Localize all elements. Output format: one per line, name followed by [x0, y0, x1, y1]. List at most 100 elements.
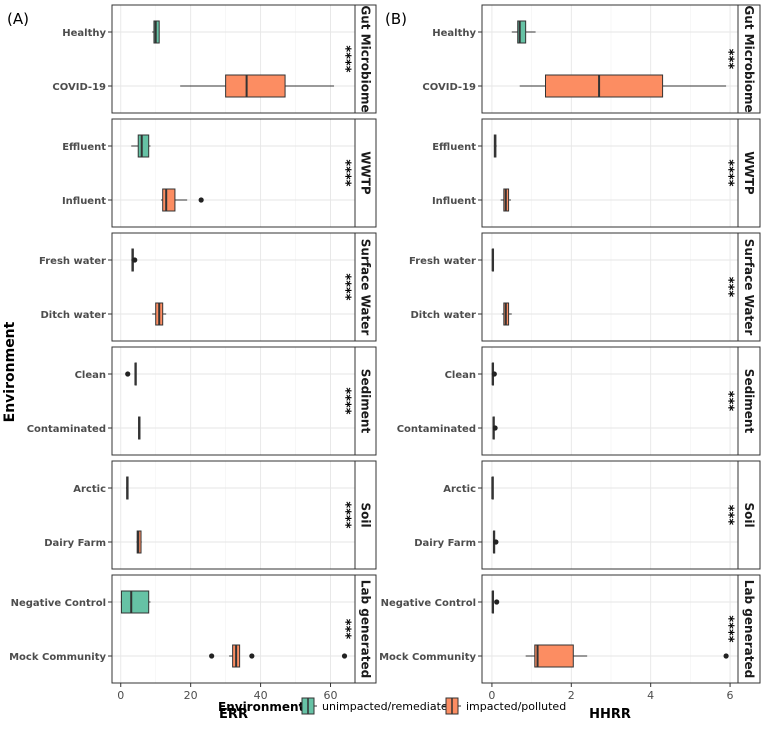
x-axis-title: ERR: [219, 707, 248, 722]
significance-stars: ***: [721, 505, 736, 526]
outlier-point: [723, 653, 729, 659]
significance-stars: ****: [338, 273, 353, 300]
facet-strip-label: Soil: [359, 502, 373, 527]
facet-background: [112, 233, 355, 341]
significance-stars: ****: [721, 159, 736, 186]
category-label: Effluent: [62, 142, 106, 153]
category-label: COVID-19: [422, 82, 476, 93]
x-tick-label: 60: [324, 689, 338, 702]
significance-stars: ****: [338, 387, 353, 414]
facet-strip: [737, 232, 761, 342]
facet-strip-label: Sediment: [742, 369, 756, 434]
facet-strip: [737, 118, 761, 228]
outlier-point: [492, 425, 498, 431]
facet-strip: [737, 460, 761, 570]
facet-strip-label: Sediment: [359, 369, 373, 434]
facet-background: [112, 461, 355, 569]
facet-strip-label: Surface Water: [742, 239, 756, 336]
significance-stars: ****: [721, 615, 736, 642]
x-tick-label: 0: [488, 689, 495, 702]
category-label: Negative Control: [381, 598, 476, 609]
category-label: Arctic: [73, 484, 106, 495]
category-label: Mock Community: [379, 652, 476, 663]
facet-strip: [354, 460, 377, 570]
outlier-point: [493, 539, 499, 545]
significance-stars: ****: [338, 45, 353, 72]
facet-strip-label: Gut Microbiome: [359, 5, 373, 112]
category-label: Fresh water: [409, 256, 476, 267]
outlier-point: [198, 197, 204, 203]
panel-label: (A): [7, 10, 29, 28]
legend-label: impacted/polluted: [466, 700, 566, 713]
facet-strip-label: Lab generated: [359, 580, 373, 678]
facet-strip-label: Lab generated: [742, 580, 756, 678]
category-label: Healthy: [432, 28, 476, 39]
category-label: Fresh water: [39, 256, 106, 267]
x-tick-label: 40: [254, 689, 268, 702]
category-label: Arctic: [443, 484, 476, 495]
facet-background: [482, 347, 738, 455]
x-tick-label: 2: [568, 689, 575, 702]
facet-strip: [737, 346, 761, 456]
x-tick-label: 6: [727, 689, 734, 702]
outlier-point: [249, 653, 255, 659]
category-label: Negative Control: [11, 598, 106, 609]
facet-strip: [354, 346, 377, 456]
panel-label: (B): [385, 10, 407, 28]
facet-strip: [354, 574, 377, 684]
facet-background: [112, 119, 355, 227]
x-axis-title: HHRR: [589, 707, 631, 722]
category-label: Healthy: [62, 28, 106, 39]
box-impacted: [225, 74, 286, 98]
significance-stars: ***: [721, 277, 736, 298]
facet-strip: [354, 118, 377, 228]
outlier-point: [341, 653, 348, 659]
category-label: Ditch water: [40, 310, 106, 321]
significance-stars: ****: [338, 159, 353, 186]
box-unimpacted: [137, 134, 150, 158]
category-label: Ditch water: [410, 310, 476, 321]
category-label: Effluent: [432, 142, 476, 153]
outlier-point: [209, 653, 215, 659]
box-unimpacted: [517, 20, 527, 44]
legend-label: unimpacted/remediated: [322, 700, 455, 713]
facet-strip-label: Soil: [742, 502, 756, 527]
facet-background: [112, 347, 355, 455]
facet-strip-label: WWTP: [359, 151, 373, 195]
outlier-point: [125, 371, 131, 377]
box-impacted: [162, 188, 176, 212]
facet-background: [482, 119, 738, 227]
outlier-point: [491, 371, 497, 377]
category-label: COVID-19: [52, 82, 106, 93]
facet-strip: [737, 574, 761, 684]
facet-strip: [354, 232, 377, 342]
box-unimpacted: [120, 590, 150, 614]
facet-background: [482, 233, 738, 341]
category-label: Dairy Farm: [44, 538, 106, 549]
category-label: Contaminated: [27, 424, 106, 435]
y-axis-title: Environment: [2, 321, 18, 422]
significance-stars: ***: [721, 49, 736, 70]
category-label: Mock Community: [9, 652, 106, 663]
category-label: Contaminated: [397, 424, 476, 435]
outlier-point: [132, 257, 138, 263]
box-impacted: [534, 644, 574, 668]
x-tick-label: 0: [117, 689, 124, 702]
facet-strip: [354, 4, 377, 114]
facet-background: [482, 461, 738, 569]
category-label: Dairy Farm: [414, 538, 476, 549]
category-label: Influent: [62, 196, 106, 207]
outlier-point: [494, 599, 500, 605]
facet-background: [482, 575, 738, 683]
significance-stars: ***: [721, 391, 736, 412]
facet-strip-label: Surface Water: [359, 239, 373, 336]
box-impacted: [545, 74, 664, 98]
facet-strip-label: WWTP: [742, 151, 756, 195]
significance-stars: ***: [338, 619, 353, 640]
category-label: Clean: [445, 370, 476, 381]
significance-stars: ****: [338, 501, 353, 528]
category-label: Influent: [432, 196, 476, 207]
x-tick-label: 20: [184, 689, 198, 702]
